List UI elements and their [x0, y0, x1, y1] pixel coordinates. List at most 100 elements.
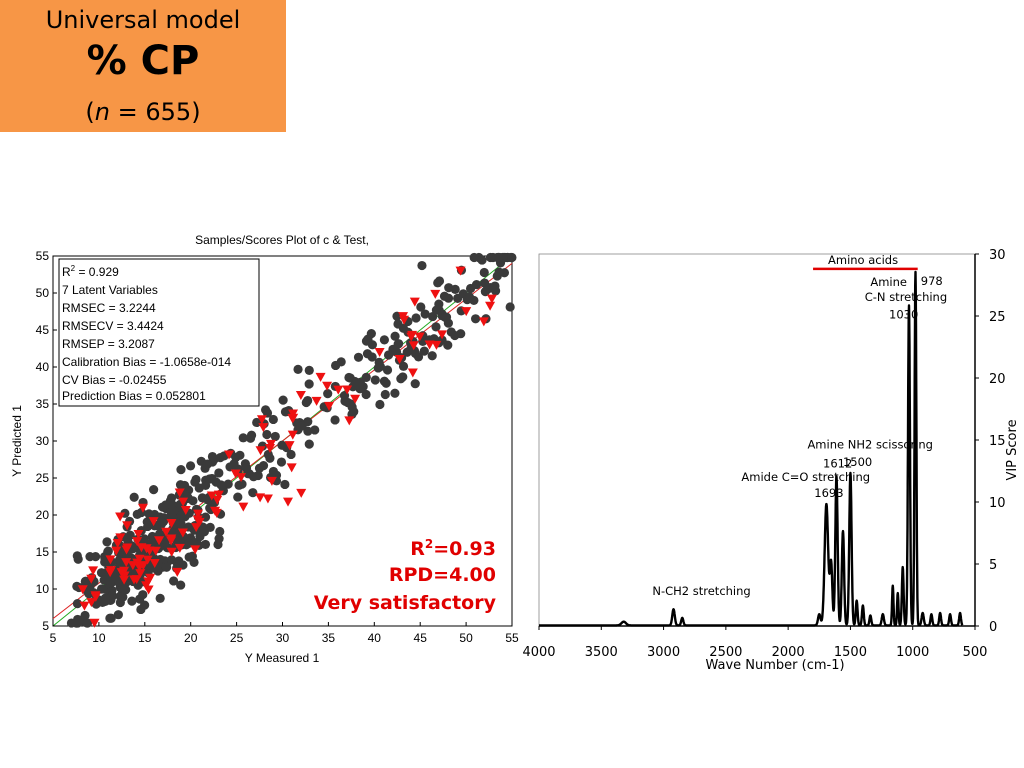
prediction-point	[141, 544, 152, 554]
calibration-point	[304, 365, 314, 375]
calibration-point	[390, 331, 400, 341]
prediction-point	[424, 340, 435, 350]
calibration-point	[225, 462, 235, 472]
calibration-point	[382, 365, 393, 375]
calibration-point	[456, 329, 466, 339]
prediction-point	[213, 490, 224, 500]
calibration-point	[419, 346, 429, 356]
prediction-point	[149, 558, 160, 568]
calibration-point	[480, 287, 490, 297]
calibration-point	[144, 509, 154, 519]
calibration-point	[150, 563, 160, 573]
calibration-point	[207, 451, 218, 462]
prediction-point	[194, 517, 205, 527]
scatter-x-tick-label: 25	[230, 631, 244, 645]
calibration-point	[214, 534, 224, 544]
calibration-point	[361, 389, 371, 400]
calibration-point	[107, 591, 118, 601]
calibration-point	[391, 347, 402, 357]
prediction-point	[324, 401, 335, 411]
prediction-point	[89, 618, 100, 628]
prediction-point	[115, 533, 126, 543]
prediction-point	[350, 394, 361, 404]
calibration-point	[268, 466, 279, 477]
scatter-points	[66, 252, 517, 628]
scatter-x-tick-label: 40	[368, 631, 382, 645]
scatter-x-tick-label: 15	[138, 631, 152, 645]
scatter-y-tick-label: 25	[36, 471, 50, 485]
prediction-point	[287, 430, 298, 440]
prediction-point	[174, 488, 185, 498]
calibration-point	[237, 479, 247, 489]
prediction-point	[129, 575, 140, 585]
sample-count: (n = 655)	[0, 98, 286, 126]
prediction-point	[86, 574, 97, 584]
prediction-point	[132, 558, 143, 568]
scatter-y-tick-label: 30	[36, 434, 50, 448]
calibration-point	[82, 618, 93, 628]
stats-box	[58, 258, 260, 407]
calibration-point	[96, 584, 107, 594]
calibration-point	[169, 506, 179, 516]
stat-r2-sup: 2	[71, 264, 76, 273]
prediction-point	[122, 521, 133, 531]
prediction-point	[408, 341, 419, 351]
prediction-point	[315, 372, 326, 382]
calibration-point	[238, 433, 248, 443]
calibration-point	[434, 305, 444, 316]
prediction-point	[137, 503, 148, 513]
prediction-point	[142, 555, 153, 565]
prediction-point	[437, 330, 448, 340]
calibration-point	[111, 573, 121, 583]
prediction-point	[236, 473, 247, 483]
calibration-point	[157, 502, 168, 512]
prediction-point	[407, 368, 418, 378]
prediction-point	[190, 545, 201, 555]
prediction-point	[311, 396, 322, 406]
calibration-point	[303, 426, 313, 436]
prediction-point	[150, 546, 161, 556]
prediction-point	[485, 301, 496, 311]
calibration-point	[330, 415, 340, 425]
prediction-point	[180, 505, 191, 515]
calibration-point	[398, 372, 408, 382]
calibration-point	[121, 585, 131, 595]
calibration-point	[253, 470, 263, 481]
scatter-x-tick-label: 20	[184, 631, 198, 645]
scatter-x-tick-label: 30	[276, 631, 290, 645]
calibration-point	[231, 452, 241, 463]
calibration-point	[197, 493, 207, 503]
prediction-point	[178, 497, 189, 507]
scatter-x-tick-label: 10	[92, 631, 106, 645]
prediction-point	[288, 409, 299, 419]
prediction-point	[430, 289, 441, 299]
prediction-point	[266, 476, 277, 486]
prediction-point	[174, 543, 185, 553]
prediction-point	[224, 450, 235, 460]
calibration-point	[383, 350, 394, 360]
calibration-point	[113, 610, 123, 620]
prediction-point	[166, 519, 177, 529]
stat-rmsep: RMSEP = 3.2087	[62, 337, 155, 351]
calibration-point	[304, 439, 314, 449]
calibration-point	[417, 260, 427, 271]
prediction-point	[414, 332, 425, 342]
calibration-point	[184, 552, 194, 562]
scatter-x-axis-label: Y Measured 1	[245, 651, 320, 665]
calibration-point	[361, 372, 371, 382]
calibration-point	[410, 379, 420, 389]
calibration-point	[490, 281, 500, 291]
calibration-point	[190, 477, 200, 487]
calibration-point	[493, 252, 504, 263]
calibration-point	[90, 552, 101, 562]
calibration-point	[129, 492, 139, 502]
prediction-point	[322, 381, 333, 391]
calibration-point	[81, 576, 91, 586]
calibration-point	[280, 479, 290, 490]
prediction-point	[135, 569, 146, 579]
scatter-y-tick-label: 45	[36, 323, 50, 337]
calibration-point	[270, 431, 280, 442]
annotation-r2: R2=0.93	[410, 537, 496, 560]
model-label: Universal model	[45, 6, 241, 34]
prediction-point	[211, 508, 222, 518]
